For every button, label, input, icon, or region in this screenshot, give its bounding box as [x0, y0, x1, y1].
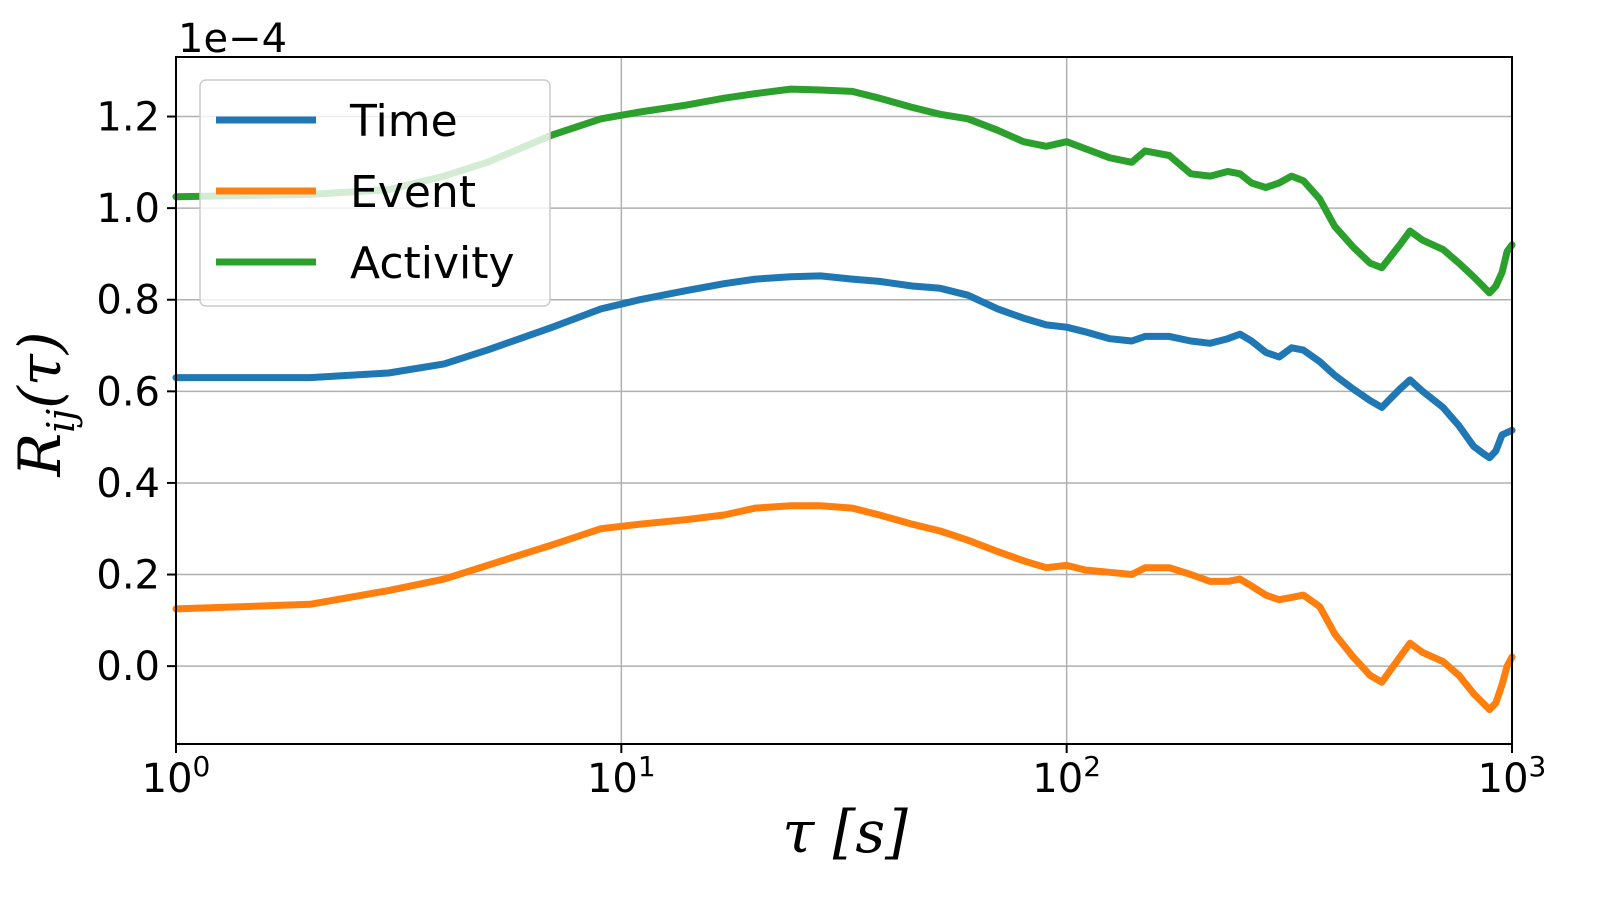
y-tick-label: 0.8 — [96, 278, 160, 324]
x-tick-label: 103 — [1478, 750, 1547, 802]
y-tick-label: 0.4 — [96, 461, 160, 507]
legend-box — [199, 79, 551, 307]
y-axis-title-suffix: (τ) — [6, 332, 74, 409]
axis-ticks: 100 101 102 103 0.0 0.2 0.4 0.6 0.8 1.0 1.2 — [96, 95, 1546, 802]
series-line-time — [172, 272, 1516, 462]
legend-label-event: Event — [350, 167, 476, 218]
y-tick-label: 0.0 — [96, 644, 160, 690]
legend-label-activity: Activity — [350, 238, 515, 289]
legend: Time Event Activity — [199, 79, 551, 307]
x-tick-label: 101 — [587, 750, 656, 802]
plot-frame — [175, 56, 1513, 745]
y-tick-label: 1.0 — [96, 186, 160, 232]
y-axis-title: Rij(τ) — [6, 332, 83, 478]
x-axis-title: τ [s] — [782, 798, 908, 866]
series-line-event — [172, 502, 1516, 714]
y-tick-label: 0.2 — [96, 553, 160, 599]
data-series — [172, 85, 1516, 714]
y-tick-label: 1.2 — [96, 95, 160, 141]
x-tick-label: 100 — [142, 750, 211, 802]
y-scale-factor: 1e−4 — [178, 16, 287, 62]
legend-label-time: Time — [349, 96, 458, 147]
y-axis-title-subscript: ij — [39, 409, 83, 433]
x-tick-label: 102 — [1032, 750, 1101, 802]
series-line-activity — [172, 85, 1516, 297]
svg-text:Rij(τ): Rij(τ) — [6, 332, 83, 478]
y-tick-label: 0.6 — [96, 369, 160, 415]
y-axis-title-main: R — [6, 433, 74, 478]
